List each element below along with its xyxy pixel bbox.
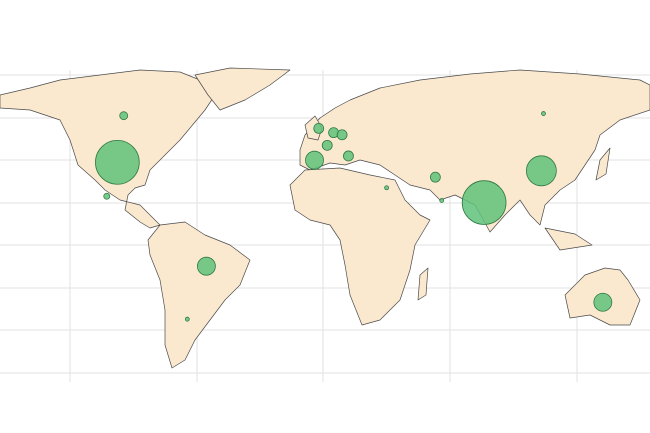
marker — [384, 185, 390, 191]
eurasia — [299, 69, 650, 233]
markers — [95, 111, 613, 322]
marker — [336, 129, 348, 141]
land — [0, 67, 650, 369]
indonesia — [544, 227, 593, 251]
africa — [289, 167, 431, 326]
marker — [593, 292, 613, 312]
marker — [305, 150, 324, 170]
marker — [439, 198, 445, 203]
marker — [196, 256, 216, 276]
marker — [119, 111, 129, 121]
marker — [313, 122, 325, 134]
madagascar — [417, 267, 429, 301]
marker — [321, 139, 333, 151]
marker — [103, 192, 111, 200]
marker — [184, 316, 190, 322]
marker — [343, 150, 354, 162]
marker — [541, 111, 546, 116]
south-america — [147, 221, 251, 369]
marker — [525, 155, 557, 187]
japan — [595, 147, 611, 181]
marker — [461, 180, 507, 225]
marker — [95, 140, 140, 185]
greenland — [194, 67, 291, 111]
marker — [429, 171, 441, 183]
